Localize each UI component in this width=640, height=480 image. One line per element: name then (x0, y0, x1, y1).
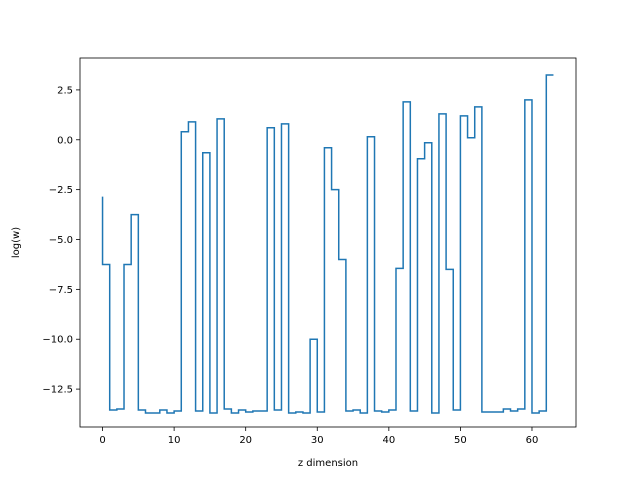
series-layer (101, 74, 554, 414)
x-tick-label: 50 (454, 435, 467, 446)
x-tick-label: 30 (311, 435, 324, 446)
y-tick-label: −10.0 (42, 335, 73, 346)
x-tick-label: 40 (382, 435, 395, 446)
x-tick-label: 20 (239, 435, 252, 446)
y-tick-label: −2.5 (49, 185, 73, 196)
x-tick-label: 10 (168, 435, 181, 446)
series-line (101, 74, 554, 414)
x-tick-label: 60 (526, 435, 539, 446)
y-tick-label: −7.5 (49, 285, 73, 296)
y-axis-label: log(w) (11, 227, 22, 258)
y-tick-label: −12.5 (42, 385, 73, 396)
y-tick-label: 0.0 (57, 135, 73, 146)
x-tick-label: 0 (99, 435, 105, 446)
y-tick-label: 2.5 (57, 85, 73, 96)
x-axis-ticks: 0 10 20 30 40 50 60 (99, 427, 538, 446)
y-tick-label: −5.0 (49, 235, 73, 246)
axes-frame (79, 57, 577, 428)
x-axis-label: z dimension (298, 458, 358, 469)
y-axis-ticks: −12.5 −10.0 −7.5 −5.0 −2.5 0.0 2.5 (42, 85, 80, 396)
